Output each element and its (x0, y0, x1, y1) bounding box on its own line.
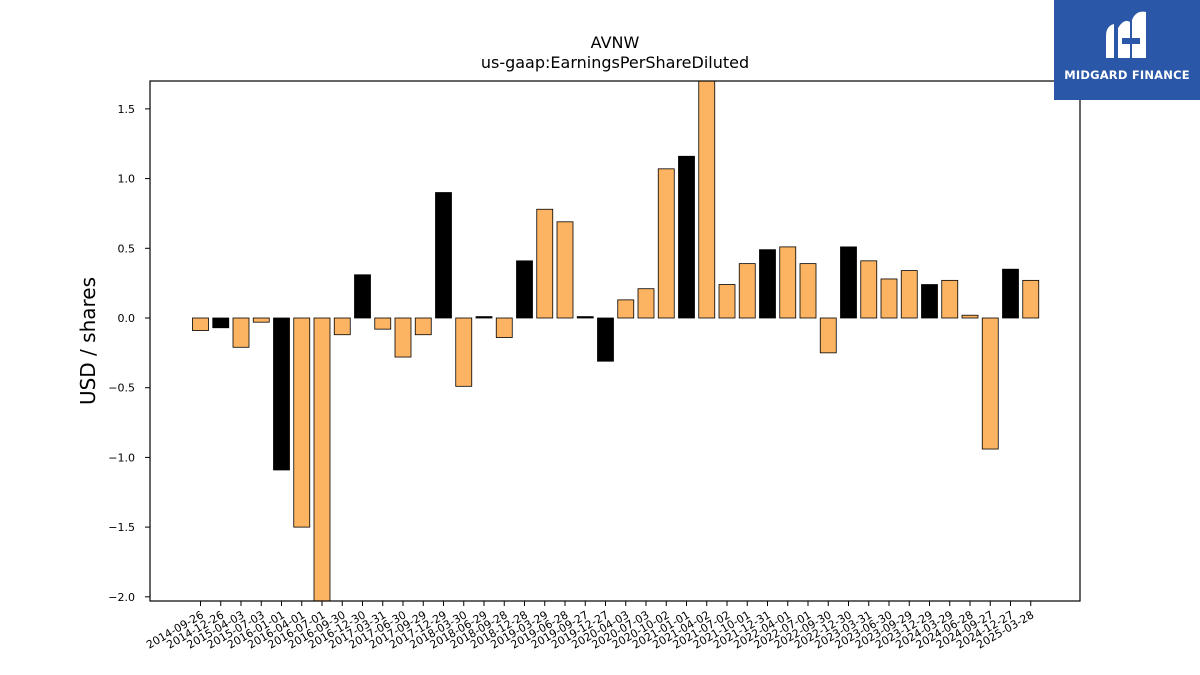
plot-frame (149, 80, 1081, 602)
y-tick-label: −0.5 (108, 382, 135, 395)
bar-2022-04-01 (779, 246, 797, 319)
bar-2024-09-27 (981, 317, 999, 450)
bar-2017-09-29 (414, 317, 432, 336)
bar-2017-12-29 (435, 192, 452, 319)
bar-2016-01-01 (273, 317, 290, 471)
bar-2022-12-30 (840, 246, 857, 319)
bar-2021-04-02 (698, 80, 716, 319)
bar-2025-03-28 (1022, 279, 1040, 319)
brand-logo: MIDGARD FINANCE (1054, 0, 1200, 100)
bar-2019-03-29 (536, 208, 554, 319)
bars-group (192, 80, 1040, 602)
bar-2024-03-29 (941, 279, 959, 319)
bar-2021-10-01 (738, 263, 756, 319)
midgard-logo-icon (1106, 11, 1146, 58)
y-tick-label: 0.0 (118, 312, 136, 325)
bar-2018-03-30 (455, 317, 473, 387)
chart-title: AVNW (591, 33, 640, 52)
bar-2023-03-31 (860, 260, 878, 319)
bar-2020-04-03 (617, 299, 635, 319)
bar-2024-12-27 (1002, 268, 1019, 319)
brand-name: MIDGARD FINANCE (1064, 68, 1190, 82)
bar-2021-12-31 (759, 249, 776, 319)
bar-2020-10-02 (657, 168, 675, 319)
bar-2015-07-03 (252, 317, 270, 323)
y-tick-label: 1.0 (118, 173, 136, 186)
y-axis: −2.0 −1.5 −1.0 −0.5 0.0 0.5 1.0 1.5 (108, 103, 150, 604)
bar-2016-09-30 (333, 317, 351, 336)
y-tick-label: 0.5 (118, 242, 136, 255)
bar-2019-06-28 (556, 221, 574, 319)
y-axis-label: USD / shares (76, 277, 100, 405)
bar-2021-07-02 (718, 284, 736, 319)
bar-2014-12-26 (212, 317, 230, 329)
bar-2021-01-01 (678, 155, 695, 319)
bar-2017-03-31 (374, 317, 392, 330)
bar-2024-06-28 (961, 314, 979, 319)
bar-2018-06-29 (475, 316, 493, 319)
bar-2016-07-01 (313, 317, 331, 602)
bar-2016-12-30 (354, 274, 371, 319)
y-tick-label: 1.5 (118, 103, 136, 116)
y-tick-label: −1.5 (108, 521, 135, 534)
chart-subtitle: us-gaap:EarningsPerShareDiluted (481, 53, 749, 72)
bar-2023-06-30 (880, 278, 898, 319)
bar-2023-12-29 (921, 284, 938, 319)
bar-2019-09-27 (576, 316, 594, 319)
bar-2018-09-28 (495, 317, 513, 338)
bar-2022-09-30 (819, 317, 837, 354)
bar-2023-09-29 (900, 270, 918, 319)
bar-2018-12-28 (516, 260, 533, 319)
bar-2015-04-03 (232, 317, 250, 348)
bar-2020-07-03 (637, 288, 655, 319)
bar-2017-06-30 (394, 317, 412, 358)
bar-2016-04-01 (293, 317, 311, 528)
y-tick-label: −1.0 (108, 451, 135, 464)
bar-2019-12-27 (597, 317, 614, 362)
x-axis: 2014-09-262014-12-262015-04-032015-07-03… (144, 601, 1036, 652)
y-tick-label: −2.0 (108, 591, 135, 604)
bar-2014-09-26 (192, 317, 209, 331)
bar-2022-07-01 (799, 263, 817, 319)
